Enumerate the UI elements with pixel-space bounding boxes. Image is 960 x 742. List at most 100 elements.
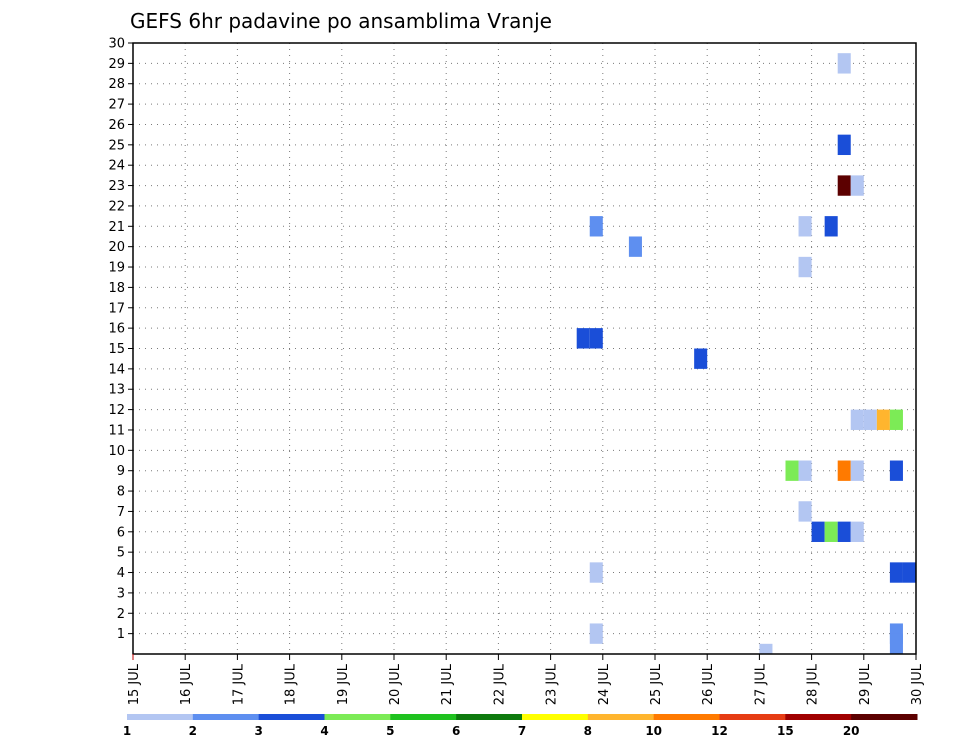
data-cell: [837, 521, 851, 542]
colorbar-swatch: [192, 714, 260, 720]
y-tick-label: 2: [117, 607, 125, 622]
colorbar-label: 15: [777, 724, 794, 738]
data-cell: [589, 562, 603, 583]
data-cell: [798, 256, 812, 278]
y-tick-label: 10: [108, 444, 125, 459]
colorbar-swatch: [587, 714, 655, 720]
plot-frame: [132, 42, 917, 655]
x-tick-label: 27 JUL: [753, 663, 768, 705]
colorbar-label: 1: [123, 724, 131, 738]
data-cell: [863, 409, 877, 430]
data-cell: [889, 562, 903, 583]
x-tick-label: 17 JUL: [231, 663, 246, 705]
colorbar-label: 7: [518, 724, 526, 738]
y-tick-label: 29: [108, 57, 125, 72]
y-tick-label: 27: [108, 98, 125, 113]
colorbar-label: 2: [189, 724, 197, 738]
x-tick-label: 25 JUL: [649, 663, 664, 705]
y-tick-label: 26: [108, 118, 125, 133]
y-tick-label: 17: [108, 301, 125, 316]
data-cell: [889, 409, 903, 430]
data-cell: [798, 501, 812, 522]
y-axis: 1234567891011121314151617181920212223242…: [108, 37, 133, 642]
data-cell: [850, 521, 864, 542]
x-tick-label: 15 JUL: [127, 663, 142, 705]
colorbar-swatch: [785, 714, 852, 720]
y-tick-label: 16: [108, 322, 125, 337]
data-cell: [837, 460, 851, 481]
y-tick-label: 11: [108, 423, 125, 438]
x-tick-label: 30 JUL: [910, 663, 925, 705]
y-tick-label: 24: [108, 159, 125, 174]
y-tick-label: 28: [108, 77, 125, 92]
data-cell: [876, 409, 890, 430]
data-cell: [902, 562, 916, 583]
data-cell: [576, 328, 590, 349]
x-axis: 15 JUL 16 JUL 17 JUL 18 JUL 19 JUL 20 JUL 21 J…: [127, 654, 925, 705]
y-tick-label: 3: [117, 586, 125, 601]
y-tick-label: 19: [108, 261, 125, 276]
chart-title: GEFS 6hr padavine po ansamblima Vranje: [130, 9, 552, 33]
data-cell: [811, 521, 825, 542]
y-tick-label: 30: [108, 37, 125, 52]
grid-lines: [133, 42, 916, 654]
colorbar-swatch: [851, 714, 918, 720]
colorbar-swatch: [324, 714, 391, 720]
data-cell: [759, 643, 773, 654]
data-cell: [850, 175, 864, 196]
colorbar-swatch: [522, 714, 589, 720]
colorbar-swatch: [258, 714, 325, 720]
colorbar-label: 10: [645, 724, 662, 738]
data-cell: [589, 328, 603, 349]
colorbar-swatch: [456, 714, 523, 720]
colorbar-label: 12: [711, 724, 728, 738]
x-tick-label: 19 JUL: [336, 663, 351, 705]
data-cell: [824, 216, 838, 237]
colorbar-label: 5: [386, 724, 394, 738]
data-cell: [798, 460, 812, 481]
y-tick-label: 23: [108, 179, 125, 194]
x-tick-label: 29 JUL: [858, 663, 873, 705]
colorbar-label: 20: [843, 724, 860, 738]
data-cells: [576, 53, 916, 654]
colorbar-label: 4: [320, 724, 328, 738]
y-tick-label: 12: [108, 403, 125, 418]
colorbar-label: 8: [584, 724, 592, 738]
data-cell: [837, 175, 851, 196]
colorbar-label: 3: [254, 724, 262, 738]
x-tick-label: 23 JUL: [545, 663, 560, 705]
data-cell: [628, 236, 642, 257]
data-cell: [850, 460, 864, 481]
data-cell: [589, 623, 603, 644]
y-tick-label: 8: [117, 485, 125, 500]
x-tick-label: 21 JUL: [440, 663, 455, 705]
data-cell: [785, 460, 799, 481]
colorbar-swatch: [390, 714, 457, 720]
y-tick-label: 21: [108, 220, 125, 235]
data-cell: [798, 216, 812, 237]
data-cell: [837, 134, 851, 156]
y-tick-label: 13: [108, 383, 125, 398]
y-tick-label: 15: [108, 342, 125, 357]
colorbar-swatch: [653, 714, 720, 720]
y-tick-label: 25: [108, 138, 125, 153]
data-cell: [589, 216, 603, 237]
x-tick-label: 16 JUL: [179, 663, 194, 705]
colorbar-swatch: [719, 714, 786, 720]
colorbar-legend: 1 2 3 4 5 6 7 8 10 12 15 20: [123, 714, 918, 738]
data-cell: [889, 633, 903, 654]
x-tick-label: 24 JUL: [597, 663, 612, 705]
data-cell: [837, 53, 851, 74]
x-tick-label: 18 JUL: [284, 663, 299, 705]
y-tick-label: 22: [108, 199, 125, 214]
y-tick-label: 9: [117, 464, 125, 479]
y-tick-label: 18: [108, 281, 125, 296]
data-cell: [694, 348, 708, 369]
data-cell: [824, 521, 838, 542]
y-tick-label: 4: [117, 566, 125, 581]
y-tick-label: 5: [117, 546, 125, 561]
x-tick-label: 26 JUL: [701, 663, 716, 705]
x-tick-label: 20 JUL: [388, 663, 403, 705]
colorbar-swatch: [127, 714, 194, 720]
